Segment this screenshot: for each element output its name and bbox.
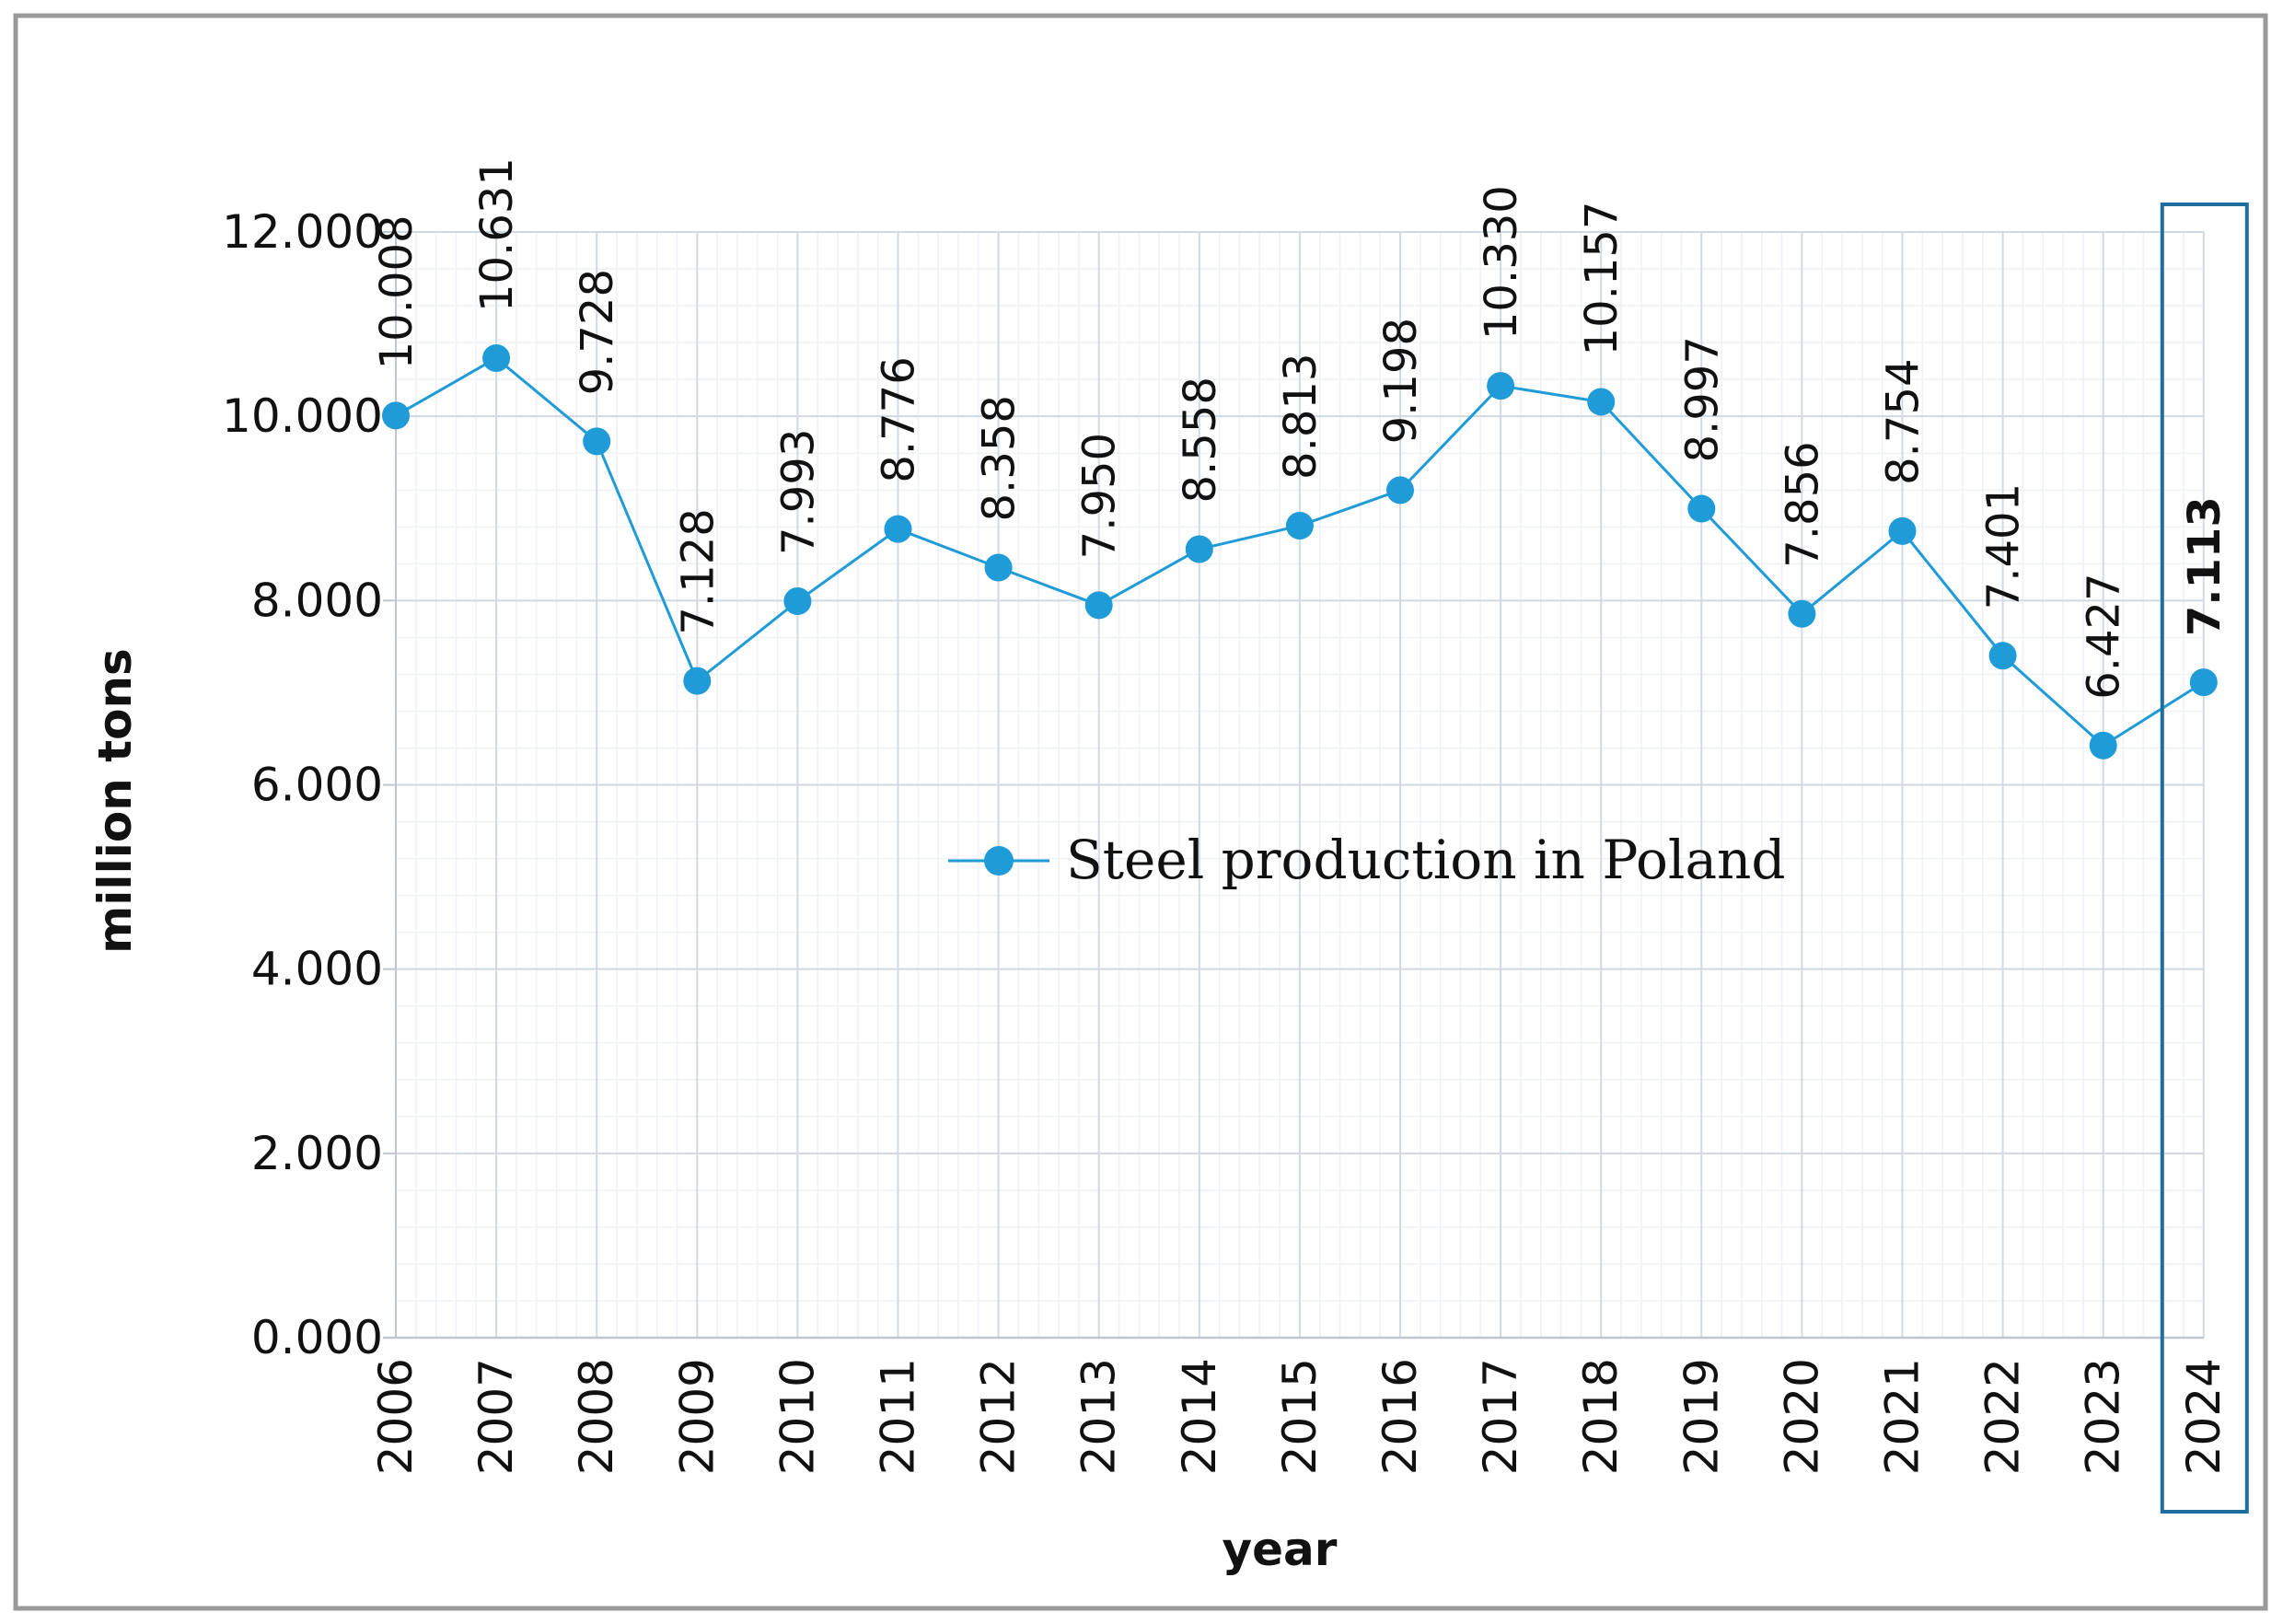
data-point xyxy=(2189,668,2218,697)
x-tick-label: 2013 xyxy=(1072,1358,1126,1475)
data-label: 7.950 xyxy=(1074,433,1126,559)
data-label: 10.157 xyxy=(1576,202,1628,356)
legend-label: Steel production in Poland xyxy=(1066,829,1786,891)
major-gridlines xyxy=(395,231,2205,1339)
x-tick-label: 2011 xyxy=(872,1358,925,1475)
highlight-box xyxy=(2160,203,2249,1514)
x-tick-label: 2018 xyxy=(1574,1358,1628,1475)
data-point xyxy=(1386,476,1414,505)
y-tick-label: 2.000 xyxy=(251,1127,383,1180)
y-tick-labels: 0.000 2.000 4.000 6.000 8.000 10.000 12.000 xyxy=(222,205,383,1364)
data-label: 10.008 xyxy=(371,215,423,369)
data-point xyxy=(1587,388,1616,416)
data-label: 7.113 xyxy=(2179,496,2231,636)
x-tick-label: 2016 xyxy=(1373,1358,1427,1475)
x-tick-label: 2023 xyxy=(2077,1358,2130,1475)
outer-frame xyxy=(13,13,2268,1611)
data-label: 8.754 xyxy=(1878,358,1930,484)
x-tick-label: 2008 xyxy=(570,1358,623,1475)
data-point xyxy=(1487,372,1515,400)
series-points xyxy=(382,344,2218,760)
y-axis-title: million tons xyxy=(88,648,142,954)
y-tick-label: 6.000 xyxy=(251,759,383,812)
data-point xyxy=(382,401,410,430)
data-point xyxy=(583,427,611,456)
data-point xyxy=(884,515,912,543)
data-point xyxy=(683,667,712,695)
data-label: 6.427 xyxy=(2079,573,2130,699)
data-label: 7.401 xyxy=(1978,483,2030,609)
x-tick-label: 2022 xyxy=(1976,1358,2030,1475)
data-point xyxy=(1687,494,1716,523)
x-tick-label: 2017 xyxy=(1474,1358,1527,1475)
data-label: 8.558 xyxy=(1175,377,1226,503)
data-point xyxy=(1285,511,1314,539)
x-tick-label: 2006 xyxy=(369,1358,423,1475)
y-tick-label: 10.000 xyxy=(222,389,383,443)
data-label: 8.813 xyxy=(1275,354,1327,480)
x-tick-label: 2014 xyxy=(1173,1358,1226,1475)
x-tick-label: 2019 xyxy=(1675,1358,1728,1475)
x-tick-label: 2009 xyxy=(670,1358,724,1475)
data-label: 8.358 xyxy=(974,395,1026,521)
data-point xyxy=(1788,599,1816,628)
data-label: 9.728 xyxy=(572,269,623,395)
x-tick-label: 2012 xyxy=(972,1358,1026,1475)
x-axis-title: year xyxy=(1223,1523,1338,1576)
legend-marker xyxy=(984,846,1014,876)
data-label: 7.856 xyxy=(1777,441,1828,567)
data-label: 8.997 xyxy=(1676,336,1728,462)
y-tick-label: 0.000 xyxy=(251,1311,383,1364)
x-tick-label: 2010 xyxy=(771,1358,824,1475)
data-label: 7.993 xyxy=(772,429,824,555)
data-labels: 10.008 10.631 9.728 7.128 7.993 8.776 8.358 7.9… xyxy=(371,157,2231,700)
y-tick-label: 12.000 xyxy=(222,205,383,259)
x-tick-label: 2015 xyxy=(1273,1358,1327,1475)
x-tick-labels: 2006 2007 2008 2009 2010 2011 2012 2013 2014 2015… xyxy=(369,1358,2231,1475)
data-label: 10.631 xyxy=(471,157,523,312)
data-point xyxy=(2089,731,2117,760)
x-tick-label: 2021 xyxy=(1876,1358,1930,1475)
data-point xyxy=(482,344,511,373)
data-point xyxy=(1084,591,1113,620)
data-point xyxy=(1185,535,1213,563)
data-point xyxy=(984,553,1013,582)
x-tick-label: 2007 xyxy=(469,1358,523,1475)
data-label: 9.198 xyxy=(1375,318,1427,444)
data-point xyxy=(1888,516,1917,545)
legend: Steel production in Poland xyxy=(948,829,1786,891)
highlight-rect xyxy=(2160,203,2249,1514)
x-tick-label: 2020 xyxy=(1775,1358,1828,1475)
data-label: 10.330 xyxy=(1476,185,1527,340)
data-point xyxy=(783,587,812,616)
data-point xyxy=(1988,642,2017,670)
y-tick-label: 4.000 xyxy=(251,943,383,996)
x-tick-label: 2024 xyxy=(2177,1358,2231,1475)
y-tick-label: 8.000 xyxy=(251,574,383,627)
data-label: 8.776 xyxy=(874,356,925,482)
data-label: 7.128 xyxy=(672,508,724,634)
